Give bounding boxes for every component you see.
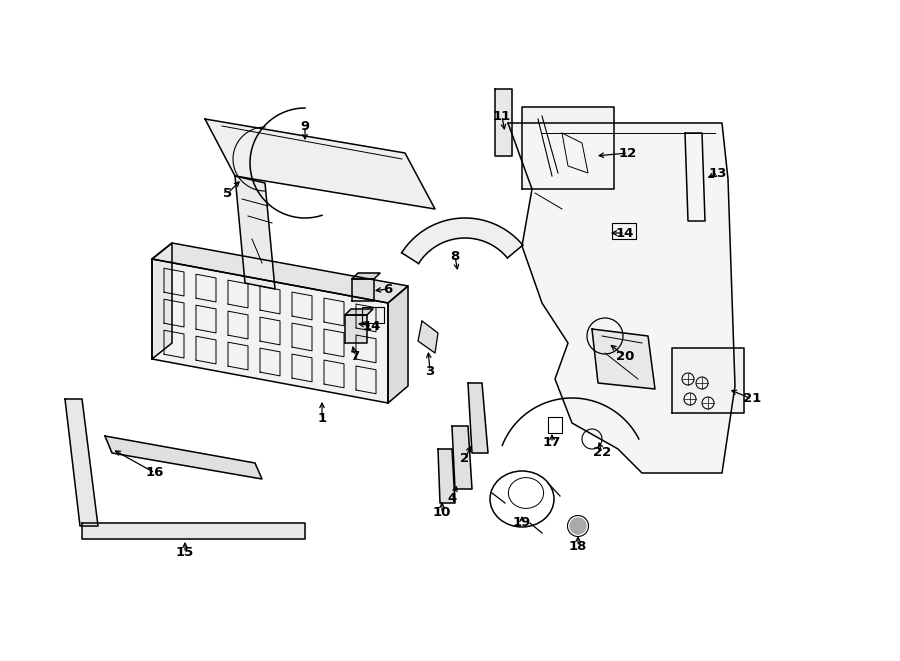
Text: 8: 8 xyxy=(450,249,460,262)
Polygon shape xyxy=(685,133,705,221)
Polygon shape xyxy=(672,348,744,413)
Polygon shape xyxy=(468,383,488,453)
Polygon shape xyxy=(508,123,735,473)
Text: 1: 1 xyxy=(318,412,327,426)
Text: 19: 19 xyxy=(513,516,531,529)
Polygon shape xyxy=(388,286,408,403)
Text: 21: 21 xyxy=(742,393,761,405)
Polygon shape xyxy=(345,309,373,315)
Polygon shape xyxy=(418,321,438,353)
Polygon shape xyxy=(345,315,367,343)
Text: 17: 17 xyxy=(543,436,561,449)
Polygon shape xyxy=(452,426,472,489)
Text: 9: 9 xyxy=(301,120,310,132)
Text: 13: 13 xyxy=(709,167,727,180)
Polygon shape xyxy=(82,523,305,539)
Polygon shape xyxy=(152,259,388,403)
Polygon shape xyxy=(205,119,435,209)
Text: 7: 7 xyxy=(350,350,360,362)
Text: 12: 12 xyxy=(619,147,637,159)
Polygon shape xyxy=(352,279,374,301)
Text: 16: 16 xyxy=(146,467,164,479)
Text: 3: 3 xyxy=(426,364,435,377)
Polygon shape xyxy=(592,329,655,389)
Polygon shape xyxy=(235,176,275,289)
Polygon shape xyxy=(65,399,98,526)
Text: 2: 2 xyxy=(461,453,470,465)
Text: 10: 10 xyxy=(433,506,451,520)
Text: 14: 14 xyxy=(363,319,382,332)
Polygon shape xyxy=(495,89,512,156)
Polygon shape xyxy=(152,243,408,303)
Text: 20: 20 xyxy=(616,350,634,362)
Polygon shape xyxy=(352,273,380,279)
Text: 22: 22 xyxy=(593,446,611,459)
Polygon shape xyxy=(105,436,262,479)
Text: 4: 4 xyxy=(447,492,456,506)
Polygon shape xyxy=(152,243,172,359)
Polygon shape xyxy=(438,449,455,503)
Text: 5: 5 xyxy=(223,186,232,200)
Text: 14: 14 xyxy=(616,227,634,239)
Polygon shape xyxy=(401,218,523,264)
Text: 18: 18 xyxy=(569,539,587,553)
Circle shape xyxy=(570,518,586,534)
Polygon shape xyxy=(522,107,614,189)
Text: 11: 11 xyxy=(493,110,511,122)
Text: 15: 15 xyxy=(176,547,194,559)
Text: 6: 6 xyxy=(383,282,392,295)
